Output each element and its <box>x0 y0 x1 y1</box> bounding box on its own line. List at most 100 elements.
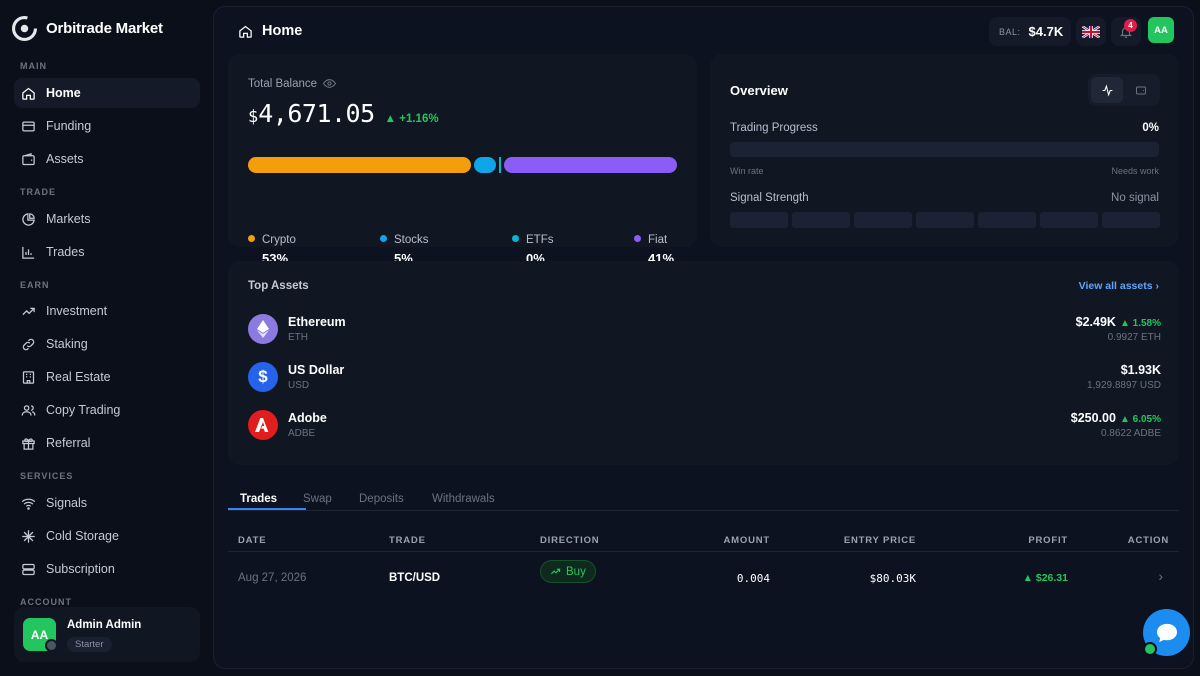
sidebar-item-label: Markets <box>46 212 91 226</box>
table-header-divider <box>228 551 1179 552</box>
balance-amount: 4,671.05 <box>258 99 375 128</box>
signal-segment <box>978 212 1036 228</box>
header-avatar[interactable]: AA <box>1148 17 1174 43</box>
ethereum-icon <box>248 314 278 344</box>
tabs-divider <box>228 510 1179 511</box>
dot-icon <box>248 235 255 242</box>
bal-label: BAL: <box>999 26 1021 37</box>
trading-progress-bar <box>730 142 1159 157</box>
tab-swap[interactable]: Swap <box>303 493 332 505</box>
sidebar-item-label: Investment <box>46 304 108 318</box>
eye-icon[interactable] <box>323 77 337 90</box>
chat-button[interactable] <box>1143 609 1190 656</box>
allocation-segment-crypto <box>248 157 471 173</box>
uk-flag-icon <box>1082 25 1100 38</box>
signal-segment <box>916 212 974 228</box>
dot-icon <box>634 235 641 242</box>
signal-segment <box>1102 212 1160 228</box>
sidebar-item-label: Referral <box>46 436 91 450</box>
language-button[interactable] <box>1076 17 1106 46</box>
sidebar-item-label: Cold Storage <box>46 529 119 543</box>
bar-chart-icon <box>22 246 35 259</box>
overview-toggle <box>1088 74 1160 106</box>
sidebar-item-copy-trading[interactable]: Copy Trading <box>14 395 200 425</box>
brand[interactable]: Orbitrade Market <box>12 16 163 41</box>
asset-change-value: 6.05% <box>1132 414 1161 425</box>
sidebar-item-home[interactable]: Home <box>14 78 200 108</box>
card-icon <box>22 121 35 131</box>
sidebar-item-trades[interactable]: Trades <box>14 237 200 267</box>
sidebar-item-label: Copy Trading <box>46 403 121 417</box>
section-earn: EARN <box>20 280 50 290</box>
trend-up-icon <box>22 307 35 315</box>
page-title-text: Home <box>262 23 303 39</box>
asset-row-adobe[interactable]: Adobe ADBE $250.00 ▲ 6.05% 0.8622 ADBE <box>248 405 1161 445</box>
sidebar-item-cold-storage[interactable]: Cold Storage <box>14 521 200 551</box>
notifications-button[interactable]: 4 <box>1111 17 1141 46</box>
allocation-segment-stocks <box>474 157 496 173</box>
users-icon <box>21 404 36 416</box>
sidebar-item-assets[interactable]: Assets <box>14 144 200 174</box>
view-all-assets-link[interactable]: View all assets › <box>1079 280 1159 292</box>
sidebar-item-label: Assets <box>46 152 84 166</box>
trade-pair: BTC/USD <box>389 572 441 584</box>
chevron-right-icon[interactable]: › <box>1158 568 1163 584</box>
legend-label: Stocks <box>394 234 429 246</box>
page-title: Home <box>238 23 302 39</box>
direction-label: Buy <box>566 565 586 578</box>
sidebar-item-label: Subscription <box>46 562 115 576</box>
direction-badge: Buy <box>540 560 596 583</box>
sidebar-item-label: Staking <box>46 337 88 351</box>
asset-change: ▲ 6.05% <box>1119 414 1161 425</box>
balance-label-row: Total Balance <box>248 77 337 90</box>
view-all-label: View all assets <box>1078 280 1153 292</box>
sidebar-item-signals[interactable]: Signals <box>14 488 200 518</box>
asset-name: Adobe <box>288 411 327 425</box>
col-action: ACTION <box>1127 535 1169 546</box>
needs-work-label: Needs work <box>1111 166 1159 176</box>
sidebar-item-markets[interactable]: Markets <box>14 204 200 234</box>
user-card[interactable]: AA Admin Admin Starter <box>14 607 200 662</box>
trading-progress-label: Trading Progress <box>730 122 818 134</box>
chevron-right-icon: › <box>1155 280 1160 292</box>
signal-segment <box>792 212 850 228</box>
asset-row-ethereum[interactable]: Ethereum ETH $2.49K ▲ 1.58% 0.9927 ETH <box>248 309 1161 349</box>
asset-qty: 0.9927 ETH <box>1107 332 1161 343</box>
signal-segment <box>730 212 788 228</box>
sidebar-item-investment[interactable]: Investment <box>14 296 200 326</box>
col-amount: AMOUNT <box>723 535 770 546</box>
col-profit: PROFIT <box>1028 535 1068 546</box>
link-icon <box>22 338 35 350</box>
allocation-bar <box>248 157 677 173</box>
pie-chart-icon <box>22 212 35 226</box>
activity-toggle-button[interactable] <box>1091 77 1123 103</box>
brand-name: Orbitrade Market <box>46 20 163 37</box>
sidebar-item-staking[interactable]: Staking <box>14 329 200 359</box>
bal-value: $4.7K <box>1028 24 1064 39</box>
col-date: DATE <box>238 535 267 546</box>
trade-date: Aug 27, 2026 <box>238 572 307 584</box>
asset-row-usd[interactable]: $ US Dollar USD $1.93K 1,929.8897 USD <box>248 357 1161 397</box>
wallet-icon <box>22 152 35 165</box>
tab-deposits[interactable]: Deposits <box>359 493 404 505</box>
overview-title: Overview <box>730 83 788 98</box>
sidebar-item-referral[interactable]: Referral <box>14 428 200 458</box>
tab-withdrawals[interactable]: Withdrawals <box>432 493 495 505</box>
asset-name: US Dollar <box>288 363 345 377</box>
trade-profit-value: $26.31 <box>1035 572 1068 584</box>
sidebar-item-label: Trades <box>46 245 85 259</box>
sidebar-item-real-estate[interactable]: Real Estate <box>14 362 200 392</box>
currency-symbol: $ <box>248 107 259 127</box>
stack-icon <box>22 563 35 575</box>
section-main: MAIN <box>20 61 47 71</box>
building-icon <box>22 370 35 384</box>
asset-symbol: USD <box>288 380 310 391</box>
signal-strength-label: Signal Strength <box>730 192 809 204</box>
sidebar-item-funding[interactable]: Funding <box>14 111 200 141</box>
wallet-toggle-button[interactable] <box>1125 77 1157 103</box>
balance-card: Total Balance $ 4,671.05 ▲ +1.16% Crypto… <box>228 54 697 266</box>
sidebar-item-subscription[interactable]: Subscription <box>14 554 200 584</box>
tab-trades[interactable]: Trades <box>240 493 278 505</box>
balance-pill[interactable]: BAL: $4.7K <box>989 17 1071 46</box>
top-assets-card: Top Assets View all assets › Ethereum ET… <box>228 261 1179 465</box>
